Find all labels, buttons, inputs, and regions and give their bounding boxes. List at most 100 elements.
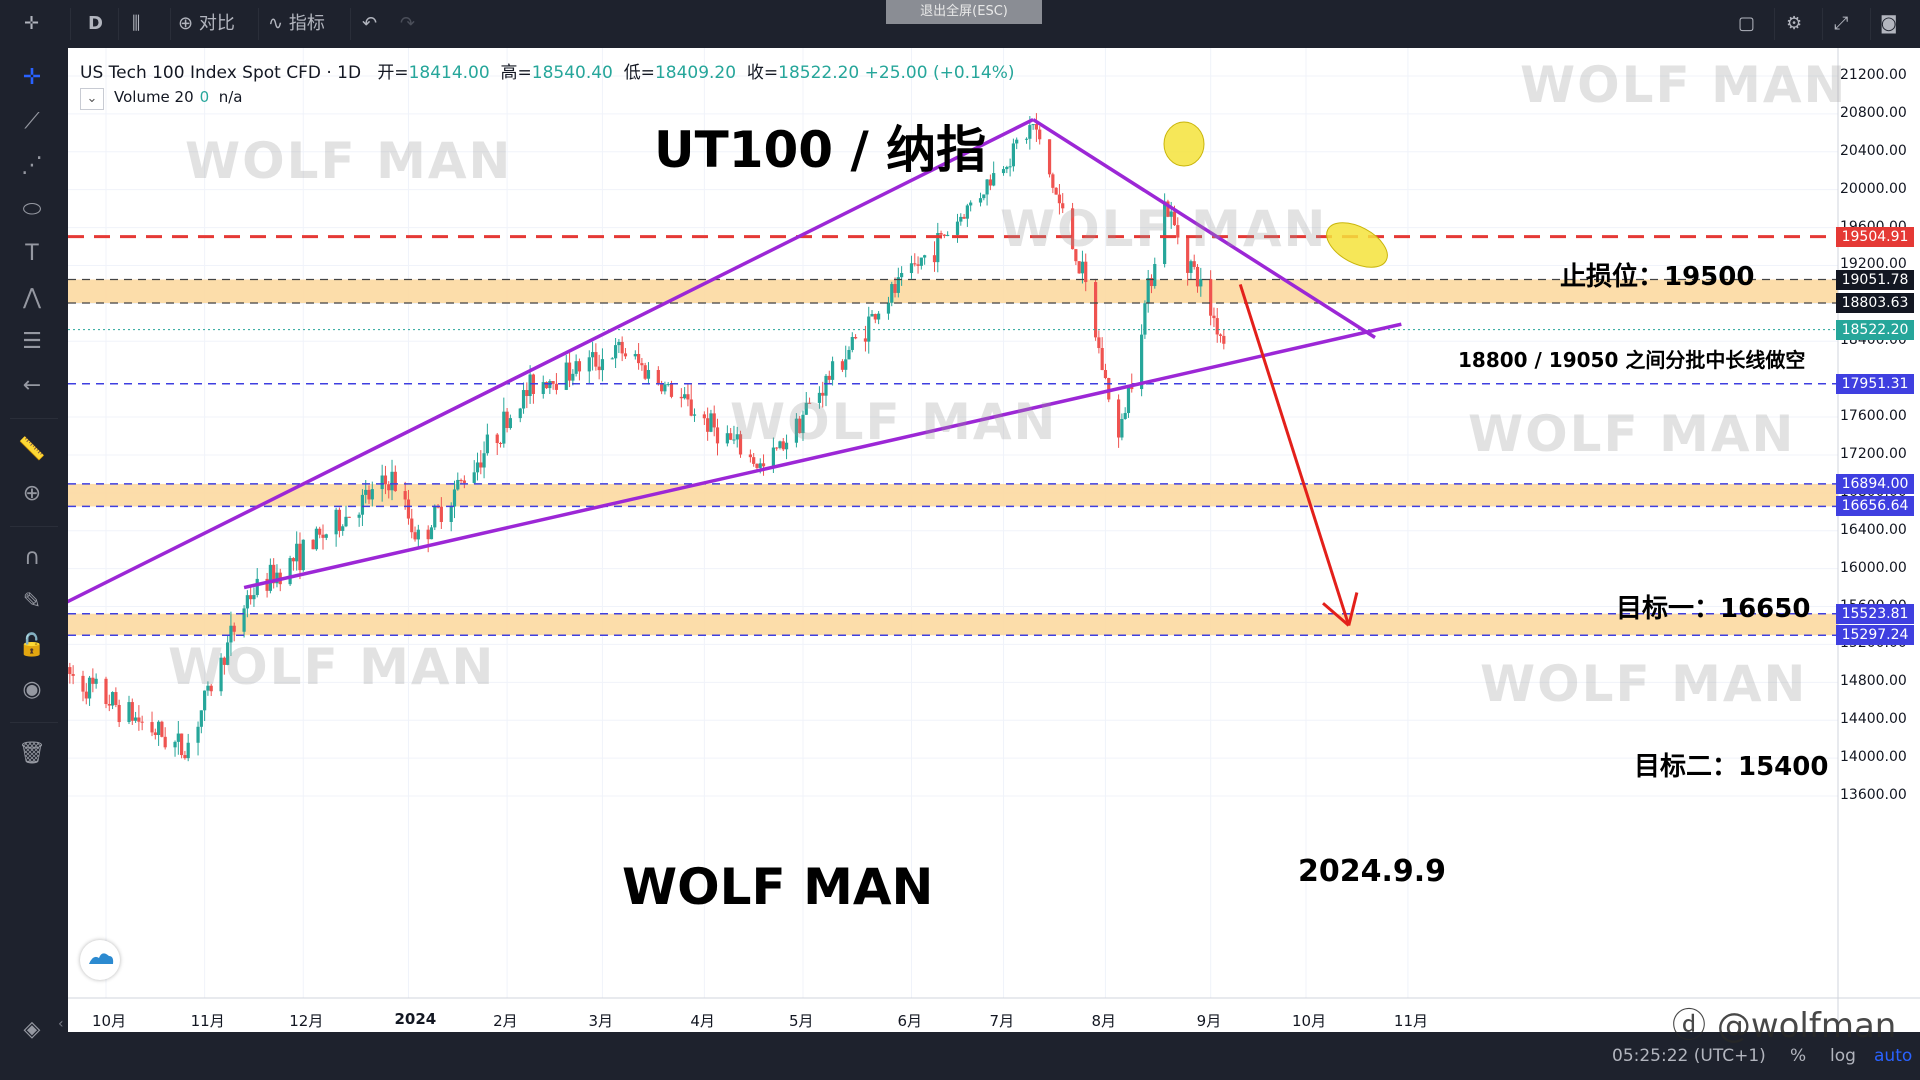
- candle-body: [314, 528, 319, 550]
- pencil-lock-icon[interactable]: ✎: [22, 589, 42, 614]
- price-level-label: 18522.20: [1836, 319, 1914, 340]
- pattern-tool-icon[interactable]: ⋀: [22, 285, 42, 310]
- candle-body: [827, 375, 831, 380]
- candle-body: [1011, 143, 1015, 167]
- candle-body: [160, 721, 164, 737]
- gear-icon[interactable]: ⚙: [1786, 13, 1803, 34]
- candle-body: [357, 514, 361, 518]
- candle-body: [433, 506, 437, 528]
- time-tick-label: 11月: [190, 1012, 225, 1030]
- candle-body: [347, 516, 351, 518]
- candle-body: [1097, 337, 1101, 349]
- candle-body: [781, 441, 785, 450]
- redo-icon[interactable]: ↷: [400, 13, 416, 34]
- candle-body: [1149, 278, 1154, 287]
- candle-body: [242, 608, 246, 632]
- candle-body: [472, 472, 476, 483]
- fullscreen-frame-icon[interactable]: ▢: [1738, 13, 1756, 34]
- undo-icon[interactable]: ↶: [362, 13, 378, 34]
- interval-button[interactable]: D: [88, 13, 103, 34]
- candle-body: [295, 543, 299, 562]
- back-arrow-icon[interactable]: ←: [22, 373, 42, 398]
- time-tick-label: 5月: [788, 1012, 814, 1030]
- indicators-icon: ∿: [268, 13, 284, 34]
- candle-body: [643, 365, 647, 379]
- candle-body: [140, 721, 144, 723]
- collapse-toolbar-icon[interactable]: ‹: [58, 1016, 64, 1032]
- crosshair-icon[interactable]: ✛: [24, 13, 40, 34]
- price-tick-label: 16000.00: [1840, 559, 1907, 576]
- watermark: WOLF MAN: [1468, 405, 1796, 463]
- open-value: 18414.00: [408, 63, 490, 83]
- candle-body: [1103, 370, 1108, 379]
- time-tick-label: 11月: [1393, 1012, 1428, 1030]
- expand-icon[interactable]: ⤢: [1834, 13, 1849, 34]
- camera-icon[interactable]: ◙: [1880, 13, 1898, 34]
- candle-body: [577, 361, 582, 372]
- short-zone-label: 18800 / 19050 之间分批中长线做空: [1458, 348, 1806, 372]
- layers-icon[interactable]: ◈: [23, 1017, 41, 1042]
- exit-fullscreen-button[interactable]: 退出全屏(ESC): [886, 0, 1042, 24]
- eye-icon[interactable]: ◉: [22, 677, 42, 702]
- candle-body: [752, 457, 756, 464]
- symbol-legend: US Tech 100 Index Spot CFD · 1D 开=18414.…: [80, 58, 1015, 83]
- candle-body: [1051, 174, 1055, 188]
- shape-tool-icon[interactable]: ⬭: [22, 197, 42, 222]
- cursor-icon[interactable]: ✛: [22, 65, 42, 90]
- indicators-button[interactable]: ∿ 指标: [268, 10, 325, 38]
- candle-body: [1166, 201, 1170, 217]
- price-chart[interactable]: [68, 48, 1920, 1032]
- candle-body: [1120, 418, 1124, 438]
- candle-body: [475, 462, 480, 473]
- candle-body: [830, 361, 835, 380]
- candle-body: [1047, 139, 1052, 175]
- log-toggle[interactable]: log: [1830, 1046, 1856, 1066]
- time-tick-label: 2月: [493, 1012, 518, 1030]
- price-tick-label: 14000.00: [1840, 749, 1907, 766]
- price-tick-label: 17600.00: [1840, 408, 1907, 425]
- text-tool-icon[interactable]: T: [25, 241, 39, 266]
- prediction-tool-icon[interactable]: ☰: [22, 329, 42, 354]
- watermark: WOLF MAN: [185, 132, 513, 190]
- candle-body: [114, 692, 118, 705]
- zoom-icon[interactable]: ⊕: [22, 481, 42, 506]
- candle-body: [1189, 261, 1193, 273]
- close-value: 18522.20: [778, 63, 860, 83]
- watermark: WOLF MAN: [168, 638, 496, 696]
- candle-body: [413, 532, 417, 540]
- candle-body: [873, 314, 877, 320]
- auto-toggle[interactable]: auto: [1874, 1046, 1913, 1066]
- candle-body: [794, 418, 799, 443]
- candle-body: [110, 692, 115, 706]
- tradingview-logo-icon[interactable]: [80, 940, 120, 980]
- price-level-label: 18803.63: [1836, 293, 1914, 314]
- compare-button[interactable]: ⊕ 对比: [178, 10, 235, 38]
- candle-body: [176, 733, 180, 742]
- volume-na: n/a: [218, 88, 243, 106]
- lock-icon[interactable]: 🔓: [18, 633, 46, 658]
- candle-body: [1080, 261, 1085, 274]
- candle-body: [180, 733, 184, 756]
- candle-body: [525, 390, 529, 397]
- candle-body: [150, 722, 154, 733]
- collapse-legend-icon[interactable]: ⌄: [80, 88, 104, 110]
- candle-style-icon[interactable]: ⫼: [132, 13, 141, 34]
- candle-body: [1038, 129, 1042, 140]
- candle-body: [541, 382, 545, 394]
- candle-body: [758, 463, 762, 468]
- open-label: 开=: [377, 63, 409, 83]
- candle-body: [1222, 335, 1226, 344]
- percent-toggle[interactable]: %: [1790, 1046, 1807, 1066]
- ruler-icon[interactable]: 📏: [18, 437, 46, 462]
- price-tick-label: 20400.00: [1840, 142, 1907, 159]
- candle-body: [1199, 278, 1203, 287]
- fib-tool-icon[interactable]: ⋰: [21, 153, 43, 178]
- candle-body: [909, 263, 914, 274]
- candle-body: [660, 384, 664, 392]
- trendline-tool-icon[interactable]: ⟋: [24, 109, 40, 134]
- candle-body: [923, 255, 927, 258]
- trash-icon[interactable]: 🗑: [18, 741, 46, 766]
- magnet-icon[interactable]: ∩: [23, 545, 41, 570]
- candle-body: [1008, 166, 1012, 168]
- candle-body: [847, 349, 851, 360]
